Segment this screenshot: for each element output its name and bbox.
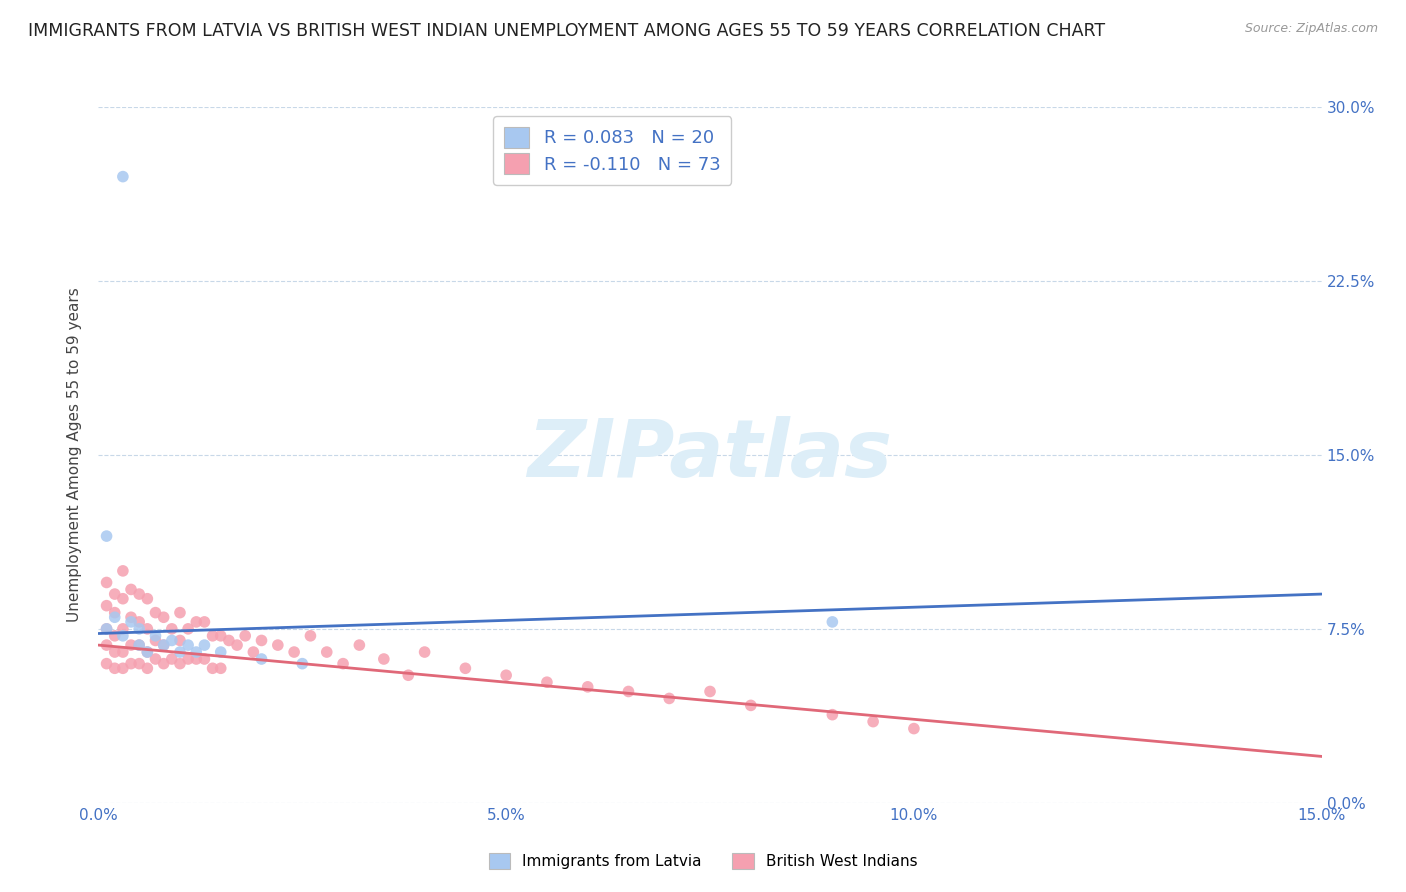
Point (169, 633, 191, 648)
Point (128, 638, 150, 652)
Point (186, 652, 208, 666)
Point (186, 645, 208, 659)
Point (267, 638, 290, 652)
Point (96, 657, 118, 671)
Point (96, 622, 118, 636)
Point (96, 599, 118, 613)
Point (96, 638, 118, 652)
Point (104, 587, 127, 601)
Point (145, 629, 167, 643)
Point (152, 610, 174, 624)
Point (740, 698, 762, 713)
Point (136, 591, 159, 606)
Point (111, 645, 134, 659)
Point (96, 575, 118, 590)
Point (120, 582, 142, 597)
Point (128, 657, 150, 671)
Point (576, 680, 599, 694)
Point (299, 629, 322, 643)
Y-axis label: Unemployment Among Ages 55 to 59 years: Unemployment Among Ages 55 to 59 years (67, 287, 83, 623)
Point (152, 657, 174, 671)
Point (145, 652, 167, 666)
Point (617, 684, 640, 698)
Point (120, 615, 142, 629)
Legend: R = 0.083   N = 20, R = -0.110   N = 73: R = 0.083 N = 20, R = -0.110 N = 73 (494, 116, 731, 185)
Point (903, 722, 925, 736)
Point (169, 657, 191, 671)
Point (193, 652, 215, 666)
Point (291, 657, 314, 671)
Point (349, 638, 371, 652)
Point (226, 638, 249, 652)
Point (96, 529, 118, 543)
Point (128, 622, 150, 636)
Point (152, 638, 174, 652)
Point (396, 668, 419, 682)
Point (186, 615, 208, 629)
Point (96, 622, 118, 636)
Point (658, 691, 681, 706)
Point (315, 645, 337, 659)
Point (160, 622, 183, 636)
Point (169, 606, 191, 620)
Point (209, 629, 232, 643)
Point (201, 661, 224, 675)
Point (242, 645, 264, 659)
Point (862, 714, 884, 729)
Point (111, 661, 134, 675)
Point (821, 615, 844, 629)
Point (454, 661, 477, 675)
Point (128, 587, 150, 601)
Point (699, 684, 721, 698)
Point (111, 629, 134, 643)
Point (145, 633, 167, 648)
Point (209, 661, 232, 675)
Point (283, 645, 305, 659)
Point (177, 622, 200, 636)
Text: ZIPatlas: ZIPatlas (527, 416, 893, 494)
Point (104, 610, 127, 624)
Point (169, 645, 191, 659)
Point (250, 633, 273, 648)
Point (413, 645, 436, 659)
Point (193, 615, 215, 629)
Point (233, 629, 256, 643)
Point (201, 629, 224, 643)
Point (111, 591, 134, 606)
Point (104, 661, 127, 675)
Point (111, 622, 134, 636)
Legend: Immigrants from Latvia, British West Indians: Immigrants from Latvia, British West Ind… (482, 847, 924, 875)
Point (152, 638, 174, 652)
Text: Source: ZipAtlas.com: Source: ZipAtlas.com (1244, 22, 1378, 36)
Point (821, 707, 844, 722)
Point (373, 652, 395, 666)
Point (160, 652, 183, 666)
Point (128, 638, 150, 652)
Point (120, 638, 142, 652)
Point (104, 645, 127, 659)
Point (120, 610, 142, 624)
Point (495, 668, 517, 682)
Point (536, 675, 558, 690)
Point (104, 606, 127, 620)
Point (104, 629, 127, 643)
Point (193, 638, 215, 652)
Point (145, 606, 167, 620)
Point (209, 645, 232, 659)
Point (136, 645, 159, 659)
Point (332, 657, 354, 671)
Point (111, 169, 134, 184)
Point (120, 657, 142, 671)
Point (250, 652, 273, 666)
Point (177, 638, 200, 652)
Point (128, 615, 150, 629)
Point (177, 652, 200, 666)
Point (136, 645, 159, 659)
Point (160, 633, 183, 648)
Point (136, 622, 159, 636)
Point (218, 633, 240, 648)
Text: IMMIGRANTS FROM LATVIA VS BRITISH WEST INDIAN UNEMPLOYMENT AMONG AGES 55 TO 59 Y: IMMIGRANTS FROM LATVIA VS BRITISH WEST I… (28, 22, 1105, 40)
Point (111, 564, 134, 578)
Point (136, 661, 159, 675)
